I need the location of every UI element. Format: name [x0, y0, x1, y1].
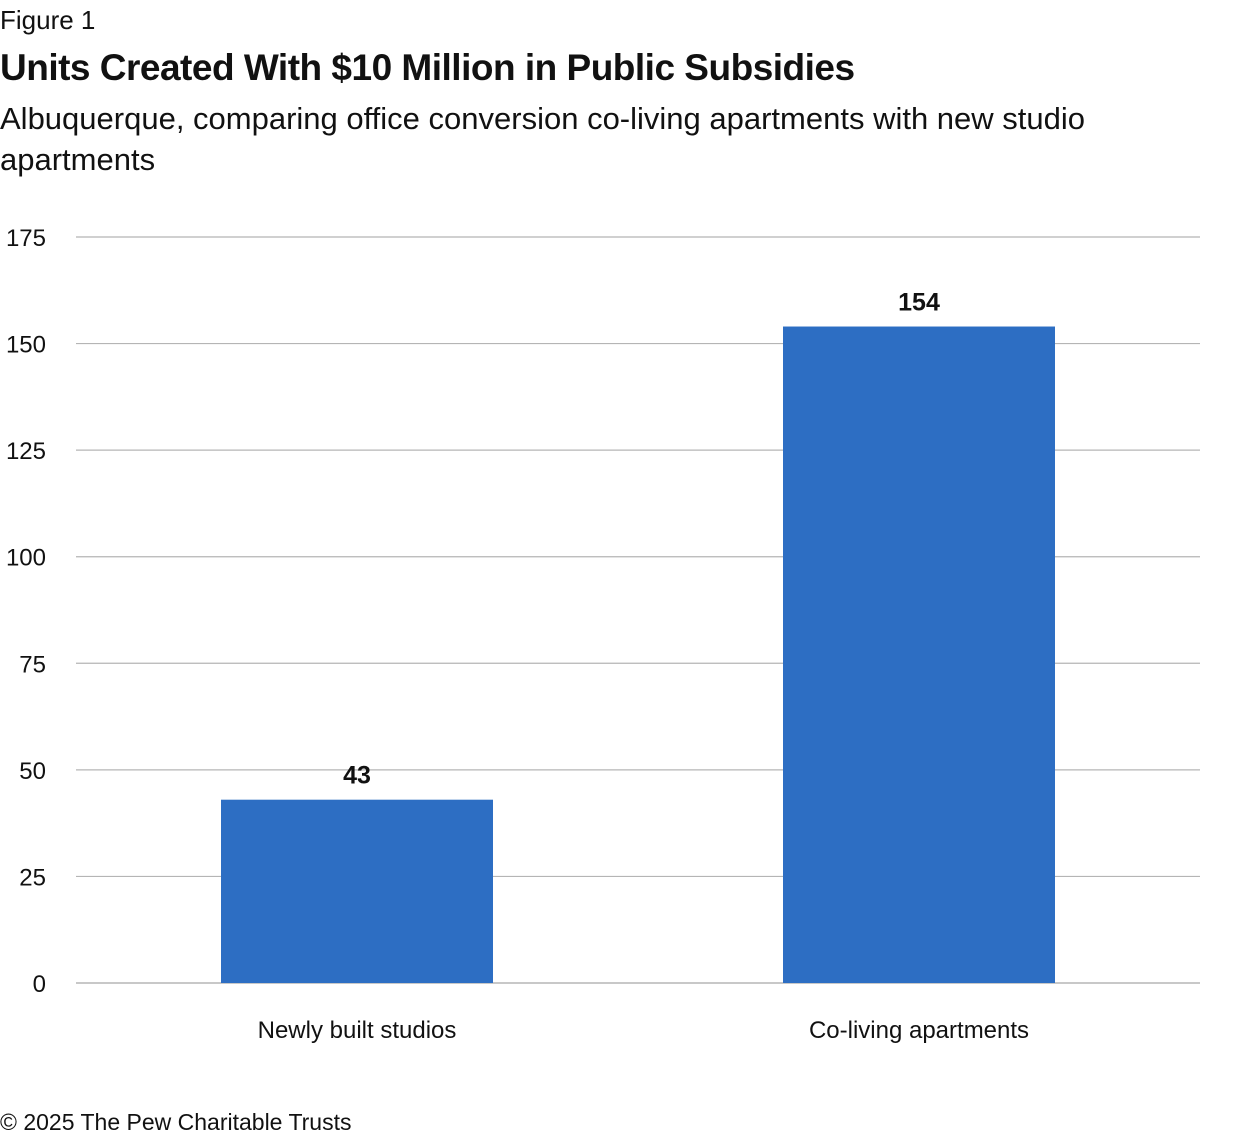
y-tick-label: 50	[19, 758, 46, 785]
data-labels: 43 154	[343, 289, 940, 790]
data-label: 154	[898, 289, 940, 317]
data-label: 43	[343, 762, 371, 790]
y-tick-label: 0	[33, 971, 46, 998]
y-tick-label: 75	[19, 651, 46, 678]
bar	[221, 799, 493, 983]
copyright-footer: © 2025 The Pew Charitable Trusts	[0, 1109, 352, 1135]
y-tick-label: 150	[6, 332, 46, 359]
chart-subtitle: Albuquerque, comparing office conversion…	[0, 101, 1086, 177]
bar-chart: 0 25 50 75 100 125 150 175 43 154 Newly built st…	[6, 225, 1200, 1044]
chart-title: Units Created With $10 Million in Public…	[0, 47, 855, 88]
y-tick-label: 125	[6, 438, 46, 465]
x-tick-label: Co-living apartments	[809, 1017, 1029, 1044]
x-axis-tick-labels: Newly built studios Co-living apartments	[258, 1017, 1029, 1044]
figure-label: Figure 1	[0, 5, 96, 35]
y-axis-tick-labels: 0 25 50 75 100 125 150 175	[6, 225, 46, 998]
x-tick-label: Newly built studios	[258, 1017, 457, 1044]
y-tick-label: 100	[6, 545, 46, 572]
bars	[221, 326, 1055, 983]
y-tick-label: 175	[6, 225, 46, 252]
bar	[783, 326, 1055, 983]
y-tick-label: 25	[19, 864, 46, 891]
